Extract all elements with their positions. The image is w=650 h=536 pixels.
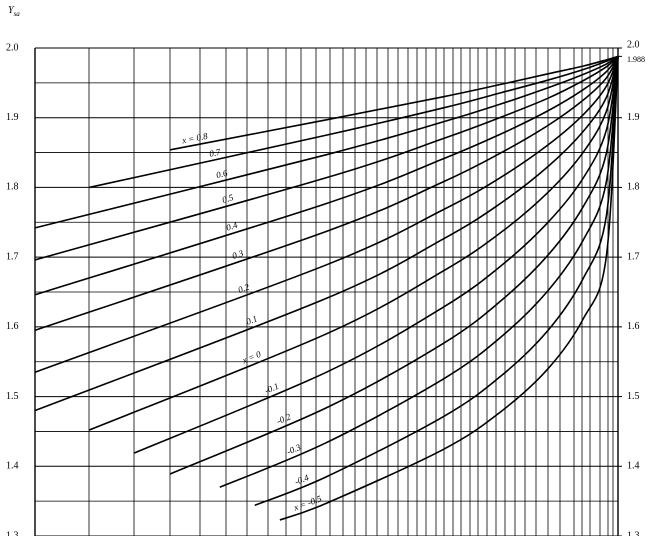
series-label: 0.6 xyxy=(215,168,229,181)
series-label: x = 0 xyxy=(240,349,263,366)
curve xyxy=(34,55,619,229)
curve xyxy=(89,55,619,189)
y2-tick-label: 1.9 xyxy=(627,112,640,123)
series-label: 0.1 xyxy=(245,313,259,326)
curve xyxy=(254,56,619,507)
y2-tick-label: 1.988 xyxy=(627,55,645,64)
y-axis-label-subscript: sa xyxy=(14,10,21,18)
y-axis-label: Ysa xyxy=(8,5,20,17)
y2-tick-label: 2.0 xyxy=(627,39,640,50)
y-axis-label-main: Y xyxy=(8,5,15,16)
y-tick-label: 1.8 xyxy=(6,182,19,193)
curve xyxy=(34,56,619,412)
curve xyxy=(88,56,619,431)
y-tick-label: 1.6 xyxy=(6,321,19,332)
series-label: 0.4 xyxy=(225,220,239,233)
curve xyxy=(279,56,619,521)
y-tick-label: 1.4 xyxy=(6,461,19,472)
series-label: x = -0.5 xyxy=(291,493,323,513)
y-tick-label: 1.3 xyxy=(6,530,19,536)
curve xyxy=(34,55,619,261)
curve xyxy=(34,55,619,332)
y-tick-label: 1.7 xyxy=(6,251,19,262)
y2-tick-label: 1.8 xyxy=(627,182,640,193)
y2-tick-label: 1.3 xyxy=(627,530,640,536)
y2-tick-label: 1.5 xyxy=(627,391,640,402)
curve xyxy=(133,56,619,454)
series-label: 0.7 xyxy=(208,147,222,159)
y2-tick-label: 1.7 xyxy=(627,251,640,262)
curve xyxy=(219,56,619,488)
curve xyxy=(34,55,619,296)
y-tick-label: 1.5 xyxy=(6,391,19,402)
y-tick-label: 2.0 xyxy=(6,42,19,53)
y2-tick-label: 1.6 xyxy=(627,321,640,332)
series-label: 0.2 xyxy=(237,282,251,295)
series-label: 0.3 xyxy=(231,248,245,261)
series-label: 0.5 xyxy=(221,192,235,205)
curve xyxy=(169,56,619,475)
y2-tick-label: 1.4 xyxy=(627,461,640,472)
y-tick-label: 1.9 xyxy=(6,112,19,123)
curve xyxy=(34,56,619,373)
curve xyxy=(170,55,619,151)
